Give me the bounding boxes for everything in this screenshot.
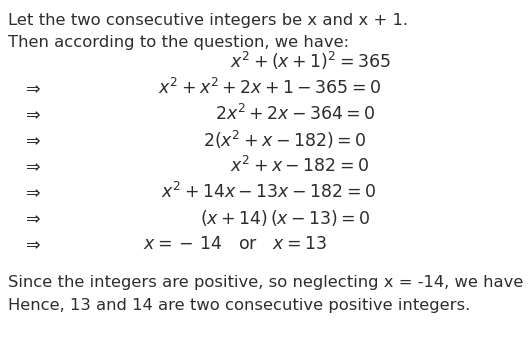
Text: $x^2 + (x + 1)^2 = 365$: $x^2 + (x + 1)^2 = 365$	[230, 50, 390, 72]
Text: $(x + 14)\,(x - 13) = 0$: $(x + 14)\,(x - 13) = 0$	[200, 208, 370, 228]
Text: $\Rightarrow$: $\Rightarrow$	[22, 235, 42, 253]
Text: $\Rightarrow$: $\Rightarrow$	[22, 79, 42, 97]
Text: Since the integers are positive, so neglecting x = -14, we have x = 13.: Since the integers are positive, so negl…	[8, 275, 529, 290]
Text: Let the two consecutive integers be x and x + 1.: Let the two consecutive integers be x an…	[8, 13, 408, 28]
Text: $\Rightarrow$: $\Rightarrow$	[22, 105, 42, 123]
Text: $\Rightarrow$: $\Rightarrow$	[22, 183, 42, 201]
Text: $\Rightarrow$: $\Rightarrow$	[22, 131, 42, 149]
Text: $x^2 + x^2 + 2x + 1 - 365 = 0$: $x^2 + x^2 + 2x + 1 - 365 = 0$	[158, 78, 381, 98]
Text: Then according to the question, we have:: Then according to the question, we have:	[8, 35, 349, 50]
Text: $x^2 + x - 182 = 0$: $x^2 + x - 182 = 0$	[231, 156, 370, 176]
Text: $\Rightarrow$: $\Rightarrow$	[22, 209, 42, 227]
Text: Hence, 13 and 14 are two consecutive positive integers.: Hence, 13 and 14 are two consecutive pos…	[8, 298, 470, 313]
Text: $2(x^2 + x - 182) = 0$: $2(x^2 + x - 182) = 0$	[203, 129, 367, 151]
Text: $x^2 + 14x - 13x - 182 = 0$: $x^2 + 14x - 13x - 182 = 0$	[160, 182, 376, 202]
Text: $x = -\,14 \quad \mathrm{or} \quad x = 13$: $x = -\,14 \quad \mathrm{or} \quad x = 1…	[143, 235, 327, 253]
Text: $2x^2 + 2x - 364 = 0$: $2x^2 + 2x - 364 = 0$	[215, 104, 376, 124]
Text: $\Rightarrow$: $\Rightarrow$	[22, 157, 42, 175]
